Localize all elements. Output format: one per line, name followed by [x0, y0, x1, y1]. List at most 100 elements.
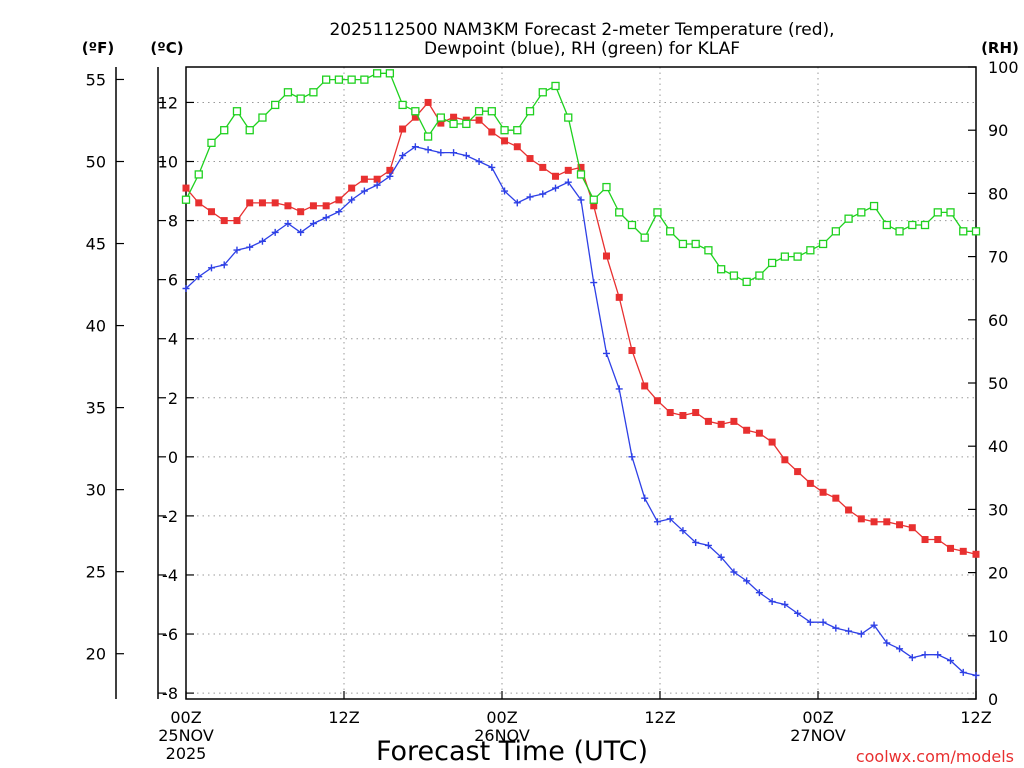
- dewpoint-point: [246, 243, 254, 251]
- rh-point: [818, 239, 828, 249]
- dewpoint-point: [832, 624, 840, 632]
- temperature-point: [832, 494, 840, 502]
- dewpoint-point: [373, 181, 381, 189]
- rh-point: [895, 227, 904, 236]
- rh-point: [666, 227, 675, 236]
- rh-point: [678, 239, 688, 249]
- celsius-tick-label: 0: [168, 448, 178, 467]
- dewpoint-point: [653, 518, 661, 526]
- rh-point: [780, 252, 790, 261]
- rh-tick-label: 40: [988, 437, 1008, 456]
- rh-tick-label: 90: [988, 121, 1008, 140]
- rh-tick-label: 50: [988, 374, 1008, 393]
- temperature-point: [373, 175, 381, 183]
- rh-point: [258, 113, 267, 122]
- dewpoint-point: [348, 196, 356, 204]
- temperature-point: [641, 382, 649, 390]
- x-tick-label: 12Z: [328, 708, 359, 727]
- axis-ticks-and-labels: -8-6-4-202468101220253035404550550102030…: [86, 58, 1019, 763]
- dewpoint-point: [220, 261, 228, 269]
- temperature-point: [704, 417, 712, 425]
- rh-point: [844, 214, 853, 223]
- grid-lines: [186, 67, 976, 699]
- celsius-tick-label: 12: [158, 93, 178, 112]
- rh-point: [334, 75, 344, 84]
- temperature-point: [947, 544, 955, 552]
- dewpoint-point: [972, 671, 980, 679]
- rh-point: [717, 265, 726, 274]
- celsius-tick-label: -2: [162, 507, 178, 526]
- fahrenheit-tick-label: 20: [86, 645, 106, 664]
- chart-title-line-1: 2025112500 NAM3KM Forecast 2-meter Tempe…: [329, 20, 834, 40]
- temperature-point: [692, 409, 700, 417]
- dewpoint-point: [717, 553, 725, 561]
- dewpoint-point: [641, 494, 649, 502]
- dewpoint-point: [564, 178, 572, 186]
- rh-point: [220, 126, 229, 135]
- temperature-point: [424, 98, 432, 106]
- dewpoint-point: [819, 618, 827, 626]
- rh-point: [411, 107, 420, 116]
- dewpoint-point: [207, 264, 215, 272]
- x-axis-label: Forecast Time (UTC): [376, 736, 648, 767]
- rh-point: [729, 271, 739, 280]
- rh-point: [296, 94, 305, 103]
- rh-point: [551, 81, 560, 91]
- temperature-point: [717, 420, 725, 428]
- temperature-point: [845, 506, 853, 514]
- temperature-point: [297, 208, 305, 216]
- rh-point: [971, 227, 981, 236]
- celsius-tick-label: 2: [168, 389, 178, 408]
- chart-title-line-2: Dewpoint (blue), RH (green) for KLAF: [424, 39, 740, 59]
- dewpoint-point: [730, 568, 738, 576]
- dewpoint-point: [934, 651, 942, 659]
- rh-point: [194, 170, 203, 179]
- rh-point: [576, 170, 586, 179]
- dewpoint-point: [271, 228, 279, 236]
- dewpoint-point: [590, 279, 598, 287]
- temperature-point: [806, 479, 814, 487]
- rh-point: [933, 208, 942, 217]
- temperature-point: [679, 411, 687, 419]
- rh-tick-label: 80: [988, 184, 1008, 203]
- rh-point: [232, 107, 242, 116]
- dewpoint-point: [959, 668, 967, 676]
- dewpoint-point: [462, 152, 470, 160]
- dewpoint-point: [781, 600, 789, 608]
- rh-point: [793, 252, 802, 261]
- temperature-point: [552, 172, 560, 180]
- dewpoint-point: [666, 515, 674, 523]
- temperature-point: [271, 199, 279, 207]
- celsius-unit-label: (ºC): [150, 39, 183, 57]
- series-line-1: [185, 146, 977, 677]
- rh-point: [487, 107, 496, 116]
- dewpoint-point: [450, 149, 458, 157]
- dewpoint-point: [896, 645, 904, 653]
- celsius-tick-label: 6: [168, 271, 178, 290]
- rh-tick-label: 60: [988, 311, 1008, 330]
- rh-point: [513, 126, 522, 135]
- x-tick-label: 12Z: [644, 708, 675, 727]
- rh-point: [615, 208, 624, 217]
- temperature-point: [513, 143, 521, 151]
- rh-point: [271, 100, 280, 110]
- dewpoint-point: [628, 453, 636, 461]
- temperature-point: [959, 547, 967, 555]
- dewpoint-point: [768, 598, 776, 606]
- temperature-point: [488, 128, 496, 136]
- rh-point: [436, 113, 445, 122]
- fahrenheit-tick-label: 25: [86, 563, 106, 582]
- dewpoint-point: [335, 208, 343, 216]
- rh-tick-label: 0: [988, 690, 998, 709]
- rh-point: [360, 75, 369, 84]
- rh-point: [283, 88, 293, 97]
- temperature-point: [590, 202, 598, 210]
- dewpoint-point: [845, 627, 853, 635]
- x-tick-label: 25NOV: [158, 726, 214, 745]
- rh-point: [882, 220, 891, 230]
- rh-point: [755, 271, 764, 280]
- temperature-point: [921, 536, 929, 544]
- temperature-point: [526, 155, 534, 163]
- dewpoint-point: [399, 152, 407, 160]
- dewpoint-point: [692, 538, 700, 546]
